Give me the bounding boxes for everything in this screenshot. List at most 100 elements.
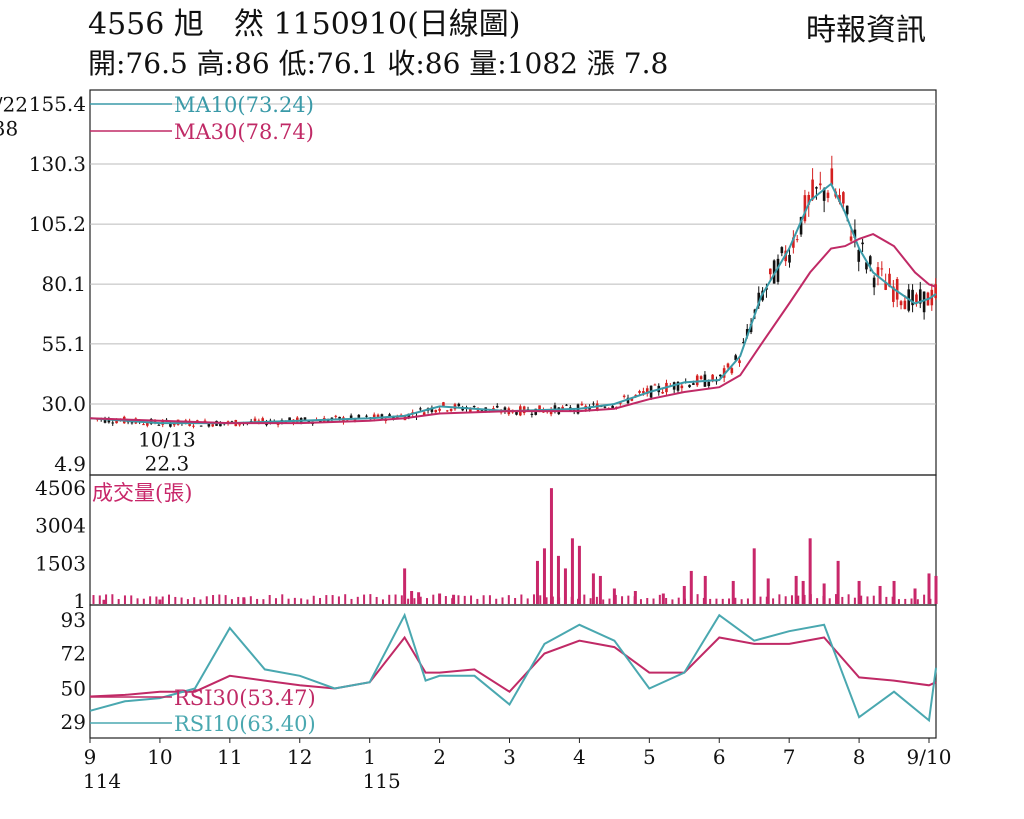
volume-bar	[92, 595, 95, 604]
candle-body	[888, 273, 891, 287]
x-tick-label: 7	[783, 745, 796, 769]
volume-bar	[149, 596, 152, 604]
candle-body	[422, 412, 426, 416]
volume-bar	[417, 592, 421, 604]
volume-bar	[652, 598, 655, 604]
candle-body	[868, 256, 872, 265]
candle-body	[865, 262, 868, 270]
volume-bar	[403, 568, 407, 604]
volume-bar	[872, 595, 875, 604]
volume-bar	[778, 594, 781, 604]
candle-body	[768, 268, 772, 275]
volume-bar	[419, 596, 422, 604]
candle-body	[699, 376, 703, 380]
rsi-legend-label: RSI30(53.47)	[174, 686, 316, 710]
volume-bar	[293, 597, 296, 604]
candle-body	[103, 418, 107, 423]
candle-body	[876, 267, 880, 277]
candle-body	[807, 195, 811, 205]
volume-bar	[677, 597, 680, 604]
volume-bar	[237, 596, 240, 604]
candle-body	[357, 414, 361, 418]
volume-bar	[612, 588, 616, 604]
candle-body	[192, 425, 195, 427]
candle-body	[388, 414, 391, 416]
candle-body	[849, 236, 853, 241]
volume-bar	[892, 580, 896, 604]
volume-bar	[847, 594, 850, 604]
volume-bar	[331, 595, 334, 604]
candle-body	[711, 374, 714, 382]
volume-title: 成交量(張)	[92, 481, 192, 505]
candle-body	[818, 183, 822, 186]
candle-body	[899, 301, 903, 306]
volume-bar	[577, 545, 581, 604]
volume-bar	[836, 560, 840, 604]
volume-bar	[703, 575, 707, 604]
chart-title: 4556 旭 然 1150910(日線圖)	[88, 8, 520, 42]
volume-bar	[822, 583, 826, 604]
candle-body	[395, 416, 399, 419]
candle-body	[745, 329, 749, 337]
volume-bar	[564, 594, 567, 604]
candle-body	[469, 408, 472, 413]
candle-body	[219, 422, 222, 427]
volume-bar	[797, 595, 800, 604]
volume-bar	[790, 595, 793, 604]
volume-bar	[224, 595, 227, 604]
x-tick-label: 9/10	[907, 745, 952, 769]
candle-body	[726, 363, 730, 368]
volume-bar	[400, 595, 403, 604]
candle-body	[645, 388, 649, 394]
candle-body	[130, 422, 134, 424]
volume-bar	[879, 595, 882, 604]
volume-bar	[556, 555, 560, 604]
rsi-tick-label: 29	[61, 710, 86, 734]
x-tick-label: 10	[147, 745, 172, 769]
volume-bar	[158, 599, 162, 604]
volume-bar	[312, 595, 315, 604]
price-legend-label: MA10(73.24)	[174, 93, 314, 117]
volume-bar	[934, 575, 938, 604]
candle-body	[149, 419, 153, 424]
candle-body	[442, 402, 445, 407]
candle-body	[772, 260, 776, 284]
candle-body	[838, 194, 841, 203]
candle-body	[626, 397, 630, 404]
x-tick-label: 11	[217, 745, 242, 769]
candle-body	[438, 408, 441, 411]
volume-bar	[614, 594, 617, 604]
volume-bar	[407, 598, 410, 604]
candle-body	[692, 383, 695, 385]
volume-bar	[212, 595, 215, 604]
candle-body	[842, 192, 845, 204]
candle-body	[334, 415, 338, 417]
annotation-date: 07/22	[0, 93, 28, 117]
candle-body	[288, 417, 291, 421]
volume-bar	[835, 594, 838, 604]
candle-body	[934, 284, 937, 299]
candle-body	[661, 391, 664, 394]
volume-bar	[549, 488, 553, 604]
candle-body	[142, 424, 145, 426]
candle-body	[157, 424, 161, 426]
candle-body	[730, 368, 734, 374]
volume-bar	[174, 596, 177, 604]
x-tick-label: 3	[503, 745, 516, 769]
candle-body	[788, 254, 791, 263]
candle-body	[638, 391, 641, 393]
volume-bar	[891, 596, 894, 604]
volume-bar	[117, 599, 120, 604]
rsi-legend-label: RSI10(63.40)	[174, 712, 316, 736]
volume-bar	[927, 573, 931, 604]
candle-body	[515, 412, 518, 415]
volume-bar	[243, 598, 246, 604]
price-legend-label: MA30(78.74)	[174, 120, 314, 144]
volume-bar	[463, 595, 466, 604]
volume-bar	[766, 578, 770, 604]
price-tick-label: 4.9	[54, 452, 86, 476]
volume-bar	[598, 575, 602, 604]
candle-body	[580, 403, 584, 406]
candle-body	[915, 294, 918, 303]
